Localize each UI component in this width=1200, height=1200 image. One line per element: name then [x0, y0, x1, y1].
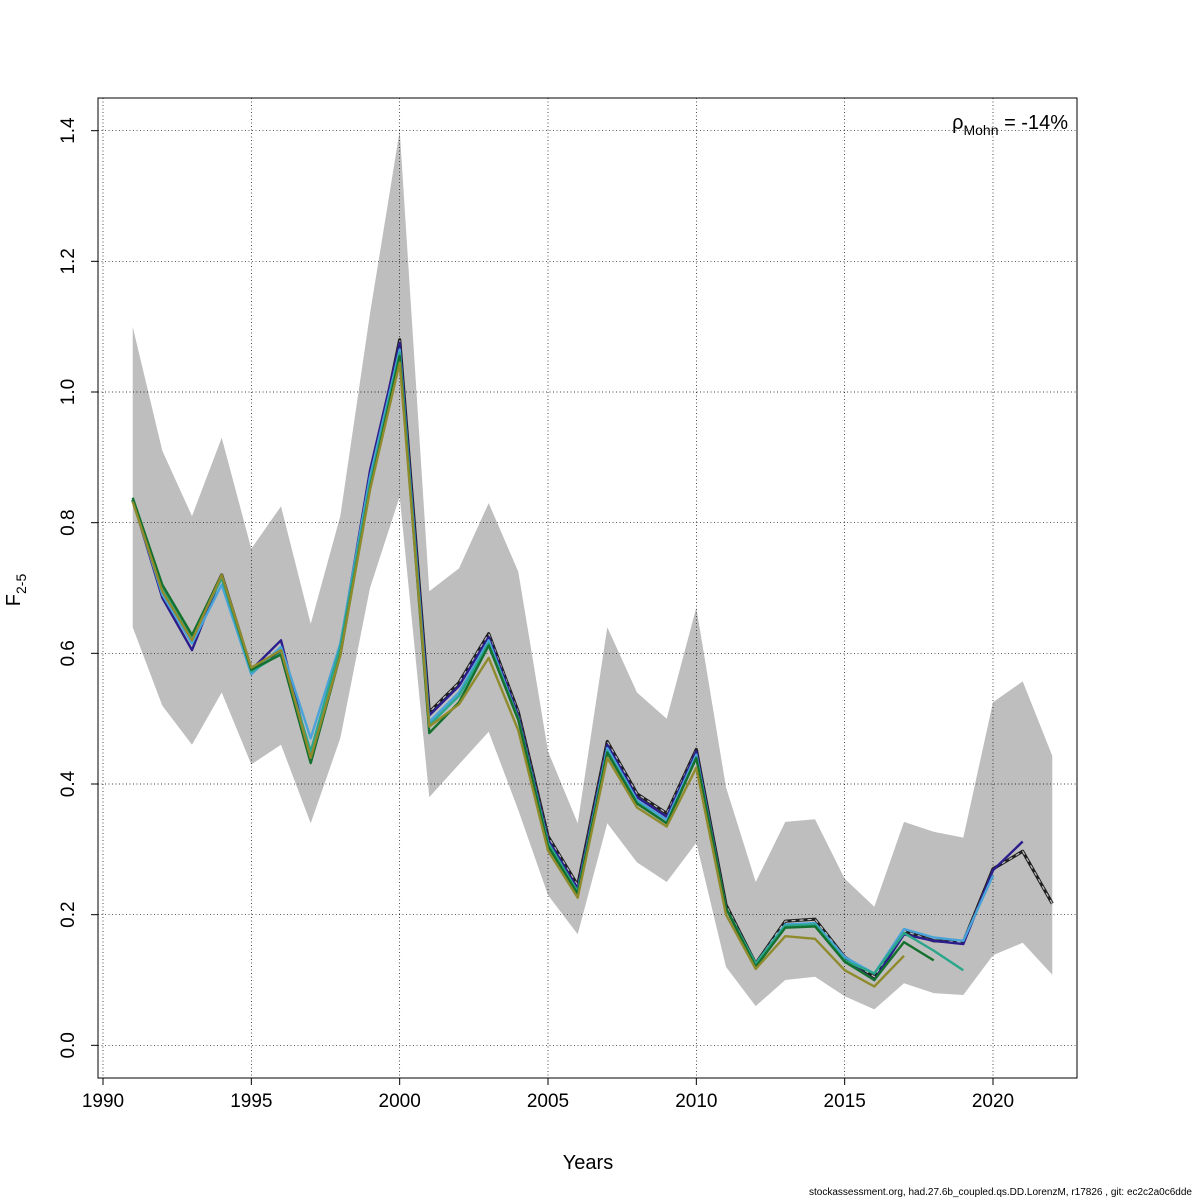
mohn-rho-annotation: ρMohn = -14%: [952, 112, 1068, 138]
x-tick-label: 2000: [379, 1091, 421, 1112]
y-axis-title-subscript: 2-5: [13, 574, 29, 594]
footer-credit: stockassessment.org, had.27.6b_coupled.q…: [808, 1187, 1192, 1198]
x-tick-label: 2010: [675, 1091, 717, 1112]
series-layer: [131, 338, 1054, 988]
series-line-4: [131, 354, 935, 982]
x-tick-label: 2020: [972, 1091, 1014, 1112]
y-axis-title-main: F: [3, 594, 25, 606]
y-tick-label: 1.2: [58, 248, 79, 274]
mohn-rho-value: = -14%: [999, 112, 1069, 134]
confidence-band-layer: [132, 130, 1053, 1010]
x-tick-label: 2015: [824, 1091, 866, 1112]
y-tick-label: 0.0: [58, 1032, 79, 1058]
y-axis-title: F2-5: [3, 574, 29, 607]
grid-layer: [98, 98, 1077, 1078]
mohn-rho-subscript: Mohn: [963, 122, 998, 138]
y-tick-label: 1.4: [58, 117, 79, 144]
y-tick-label: 1.0: [58, 379, 79, 405]
mohn-rho-symbol: ρ: [952, 112, 963, 134]
y-tick-label: 0.4: [58, 770, 79, 797]
x-tick-label: 2005: [527, 1091, 569, 1112]
x-tick-label: 1990: [82, 1091, 124, 1112]
series-line-5: [131, 361, 905, 988]
y-tick-label: 0.2: [58, 901, 79, 927]
y-tick-label: 0.6: [58, 640, 79, 666]
axis-layer: 1990 1995 2000 2005 2010 2015 2020 0.0 0.2 0.4 0.6…: [58, 117, 1014, 1112]
confidence-band: [132, 130, 1053, 1010]
x-axis-title: Years: [563, 1152, 613, 1174]
x-tick-label: 1995: [230, 1091, 272, 1112]
y-tick-label: 0.8: [58, 509, 79, 535]
